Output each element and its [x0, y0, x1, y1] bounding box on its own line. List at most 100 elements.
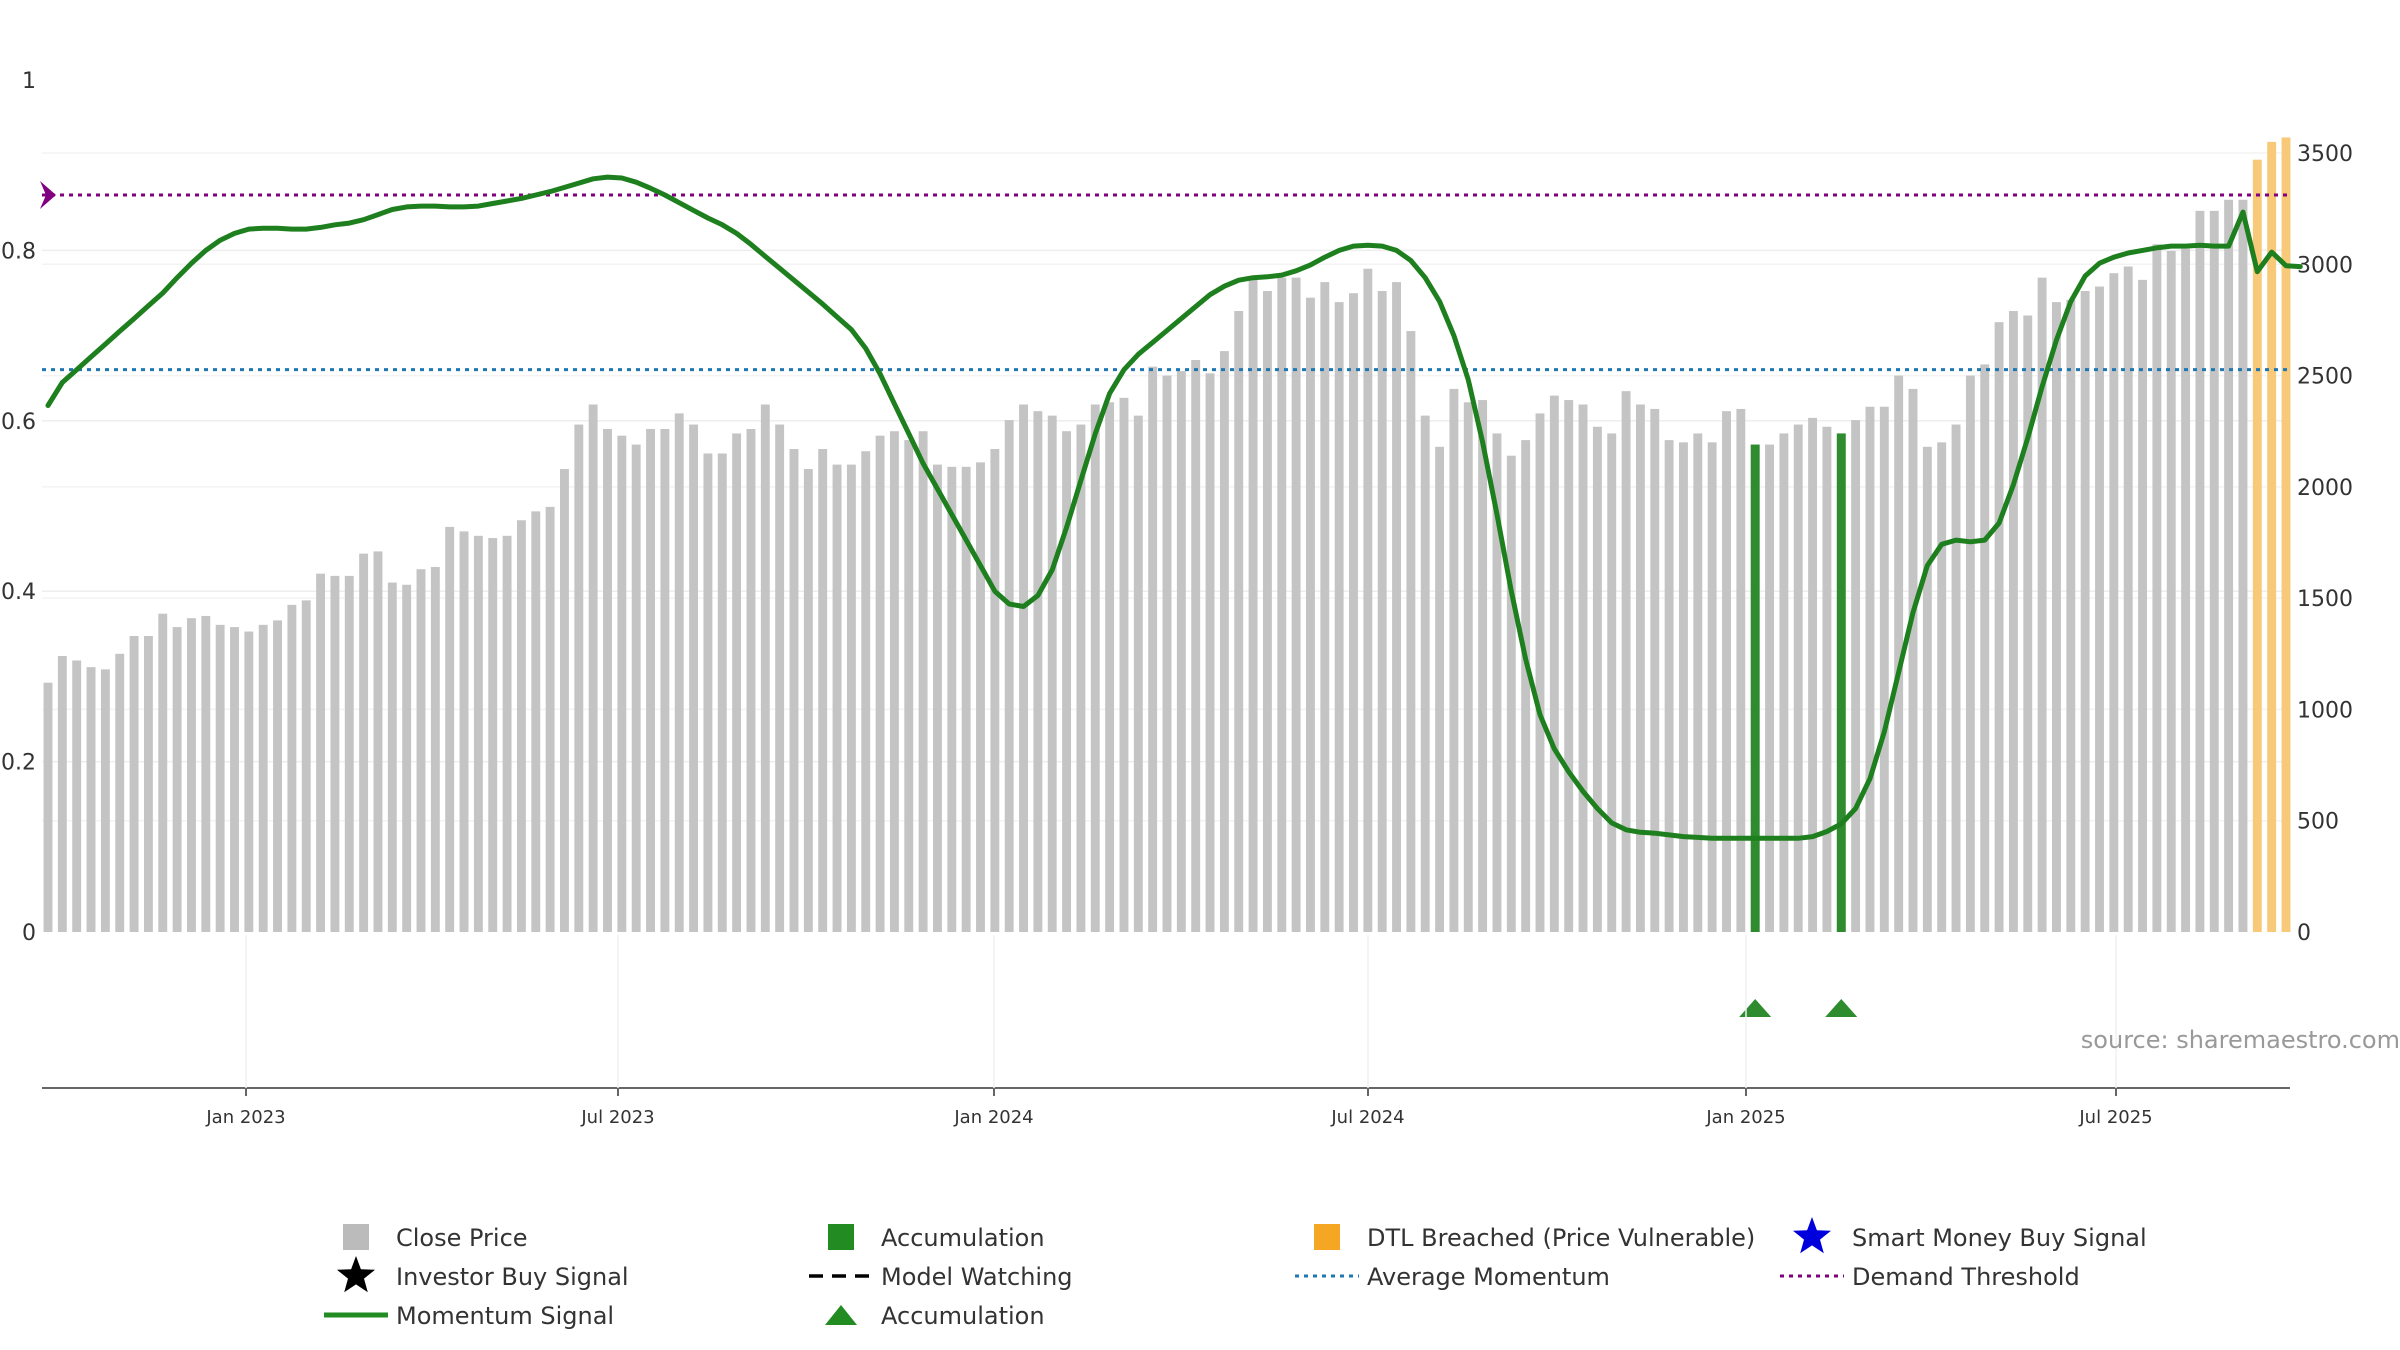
price-bar — [1062, 431, 1072, 932]
legend-swatch — [343, 1224, 369, 1250]
accumulation-bar — [1750, 444, 1760, 932]
price-bar — [674, 413, 684, 932]
price-bar — [1506, 455, 1516, 932]
price-bar — [1435, 446, 1445, 932]
reference-lines — [40, 181, 2290, 372]
price-bar — [1922, 446, 1932, 932]
price-bar — [1822, 426, 1832, 932]
y-right-tick-label: 2000 — [2297, 476, 2353, 501]
x-tick-label: Jul 2023 — [580, 1107, 654, 1128]
price-bar — [2152, 244, 2162, 933]
legend-item: Smart Money Buy Signal — [1793, 1217, 2147, 1254]
price-bar — [646, 428, 655, 932]
price-bar — [947, 466, 957, 932]
price-bar — [86, 667, 96, 932]
legend-star-icon — [337, 1256, 375, 1293]
x-tick-label: Jul 2025 — [2078, 1107, 2152, 1128]
price-bar — [359, 553, 369, 932]
price-bar — [1449, 388, 1459, 932]
price-bar — [961, 466, 971, 932]
price-bar — [43, 682, 53, 932]
price-bar — [904, 440, 914, 932]
price-bar — [1105, 402, 1115, 932]
price-bar — [1607, 433, 1617, 932]
price-bar — [129, 635, 139, 932]
price-bar — [1306, 297, 1315, 933]
y-right-tick-label: 1500 — [2297, 587, 2353, 612]
y-right-tick-label: 1000 — [2297, 698, 2353, 723]
price-bar — [1635, 404, 1645, 932]
legend-label: Accumulation — [881, 1302, 1045, 1330]
price-bar — [1248, 277, 1258, 932]
legend-item: Investor Buy Signal — [337, 1256, 629, 1293]
price-bar — [1363, 268, 1373, 932]
accumulation-triangle — [1739, 999, 1772, 1017]
demand-threshold-marker — [40, 181, 56, 210]
price-bar — [215, 624, 225, 932]
y-right-tick-label: 2500 — [2297, 365, 2353, 390]
dtl-bar — [2252, 159, 2262, 933]
price-bar — [2023, 315, 2033, 932]
price-bar — [1808, 417, 1818, 932]
price-bar — [402, 584, 412, 932]
price-bar — [445, 526, 455, 932]
price-bar — [2095, 286, 2104, 932]
price-bar — [488, 538, 498, 932]
price-bar — [158, 613, 168, 932]
price-bar — [2109, 273, 2119, 932]
price-bar — [430, 566, 440, 932]
legend-label: Demand Threshold — [1852, 1263, 2080, 1291]
x-tick-label: Jan 2025 — [1705, 1107, 1785, 1128]
price-bar — [1736, 408, 1746, 932]
price-bar — [775, 424, 785, 932]
legend-label: Investor Buy Signal — [396, 1263, 629, 1291]
price-bar — [1851, 420, 1861, 932]
price-bar — [2123, 266, 2133, 932]
axes: 0 0.2 0.4 0.6 0.8 1 0 500 1000 1500 2000 2500 3000 35… — [1, 69, 2353, 1128]
price-bar — [1693, 433, 1703, 932]
price-bar — [1406, 331, 1416, 932]
y-left-tick-label: 0 — [22, 921, 36, 946]
price-bar — [918, 431, 928, 932]
price-bar — [803, 469, 813, 932]
price-bar — [115, 653, 125, 932]
price-bar — [230, 627, 239, 932]
price-bars — [43, 137, 2291, 933]
price-bar — [1578, 404, 1588, 932]
price-bar — [1277, 277, 1287, 932]
price-bar — [1191, 359, 1201, 932]
price-bar — [717, 453, 727, 932]
price-bar — [1392, 282, 1401, 932]
price-bar — [1793, 424, 1803, 932]
price-bar — [2224, 199, 2234, 933]
price-bar — [933, 464, 942, 932]
price-bar — [201, 615, 211, 932]
price-bar — [703, 453, 713, 932]
x-tick-label: Jan 2024 — [953, 1107, 1033, 1128]
price-bar — [1707, 442, 1717, 932]
price-bar — [1908, 388, 1918, 932]
price-bar — [531, 511, 541, 932]
price-bar — [2138, 279, 2147, 932]
y-right-tick-label: 3000 — [2297, 253, 2353, 278]
legend-item: Average Momentum — [1295, 1263, 1610, 1291]
price-bar — [1019, 404, 1028, 932]
price-bar — [416, 569, 426, 932]
y-left-tick-label: 0.4 — [1, 580, 36, 605]
price-bar — [301, 600, 311, 932]
legend-item: DTL Breached (Price Vulnerable) — [1314, 1224, 1755, 1252]
price-bar — [2209, 210, 2219, 932]
legend-swatch — [828, 1224, 854, 1250]
price-bar — [516, 520, 526, 932]
price-bar — [244, 631, 254, 932]
y-left-tick-label: 0.2 — [1, 751, 36, 776]
price-bar — [1076, 424, 1086, 932]
accumulation-triangle — [1825, 999, 1858, 1017]
price-bar — [1894, 375, 1904, 933]
price-bar — [1965, 375, 1975, 933]
price-bar — [2037, 277, 2047, 932]
legend-item: Close Price — [343, 1224, 528, 1252]
price-bar — [976, 462, 985, 932]
price-bar — [459, 531, 469, 932]
price-bar — [746, 428, 756, 932]
